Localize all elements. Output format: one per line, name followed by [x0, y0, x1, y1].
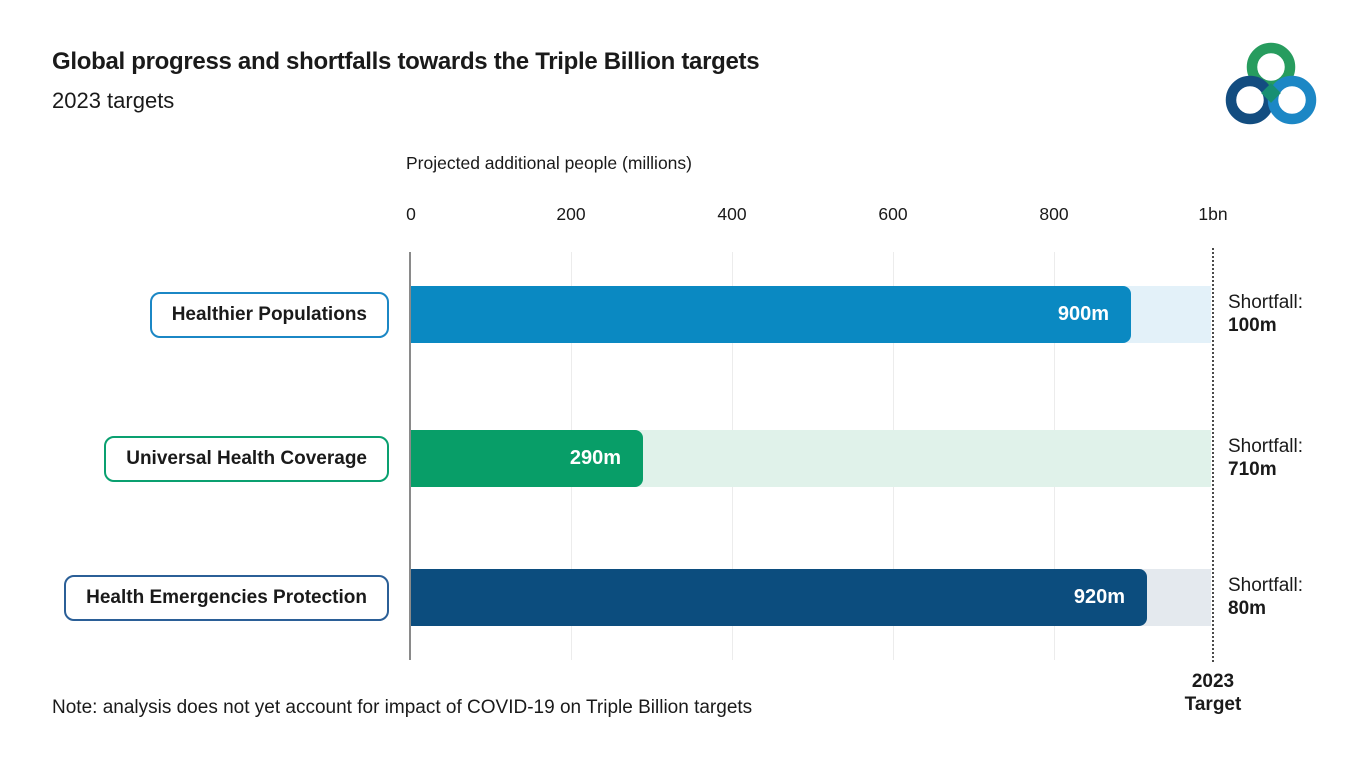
page-title: Global progress and shortfalls towards t…: [52, 48, 760, 75]
target-track: 900m: [411, 286, 1211, 343]
bar-value-label: 290m: [569, 447, 621, 469]
shortfall-label: Shortfall: 100m: [1228, 291, 1303, 337]
category-label-universal-health-coverage: Universal Health Coverage: [104, 435, 389, 482]
bar-health-emergencies-protection: 920m: [411, 569, 1147, 626]
bar-row-healthier-populations: Healthier Populations 900m Shortfall: 10…: [0, 286, 1366, 343]
bar-row-universal-health-coverage: Universal Health Coverage 290m Shortfall…: [0, 430, 1366, 487]
shortfall-value: 710m: [1228, 459, 1277, 480]
bar-row-health-emergencies-protection: Health Emergencies Protection 920m Short…: [0, 569, 1366, 626]
shortfall-label: Shortfall: 710m: [1228, 435, 1303, 481]
bar-value-label: 900m: [1057, 303, 1109, 325]
x-tick-0: 0: [406, 204, 416, 224]
footnote: Note: analysis does not yet account for …: [52, 697, 753, 718]
target-label-word: Target: [1184, 694, 1242, 715]
category-label-health-emergencies-protection: Health Emergencies Protection: [64, 574, 389, 621]
y-axis-line: [409, 252, 411, 660]
page-subtitle: 2023 targets: [52, 88, 175, 113]
shortfall-title: Shortfall:: [1228, 292, 1303, 313]
target-2023-label: 2023 Target: [1185, 670, 1242, 716]
x-tick-800: 800: [1039, 204, 1069, 224]
target-dotted-line: [1212, 248, 1214, 662]
bar-healthier-populations: 900m: [411, 286, 1131, 343]
triple-billion-logo-icon: [1225, 42, 1317, 125]
shortfall-value: 80m: [1228, 598, 1267, 619]
category-label-healthier-populations: Healthier Populations: [149, 291, 389, 338]
x-tick-600: 600: [878, 204, 908, 224]
x-axis-title: Projected additional people (millions): [406, 153, 692, 173]
shortfall-title: Shortfall:: [1228, 436, 1303, 457]
bar-universal-health-coverage: 290m: [411, 430, 643, 487]
bar-value-label: 920m: [1073, 586, 1125, 608]
x-tick-1bn: 1bn: [1198, 204, 1228, 224]
target-track: 290m: [411, 430, 1211, 487]
target-label-year: 2023: [1191, 671, 1235, 692]
shortfall-title: Shortfall:: [1228, 575, 1303, 596]
shortfall-label: Shortfall: 80m: [1228, 574, 1303, 620]
x-tick-400: 400: [717, 204, 747, 224]
target-track: 920m: [411, 569, 1211, 626]
shortfall-value: 100m: [1228, 315, 1277, 336]
x-tick-200: 200: [556, 204, 586, 224]
